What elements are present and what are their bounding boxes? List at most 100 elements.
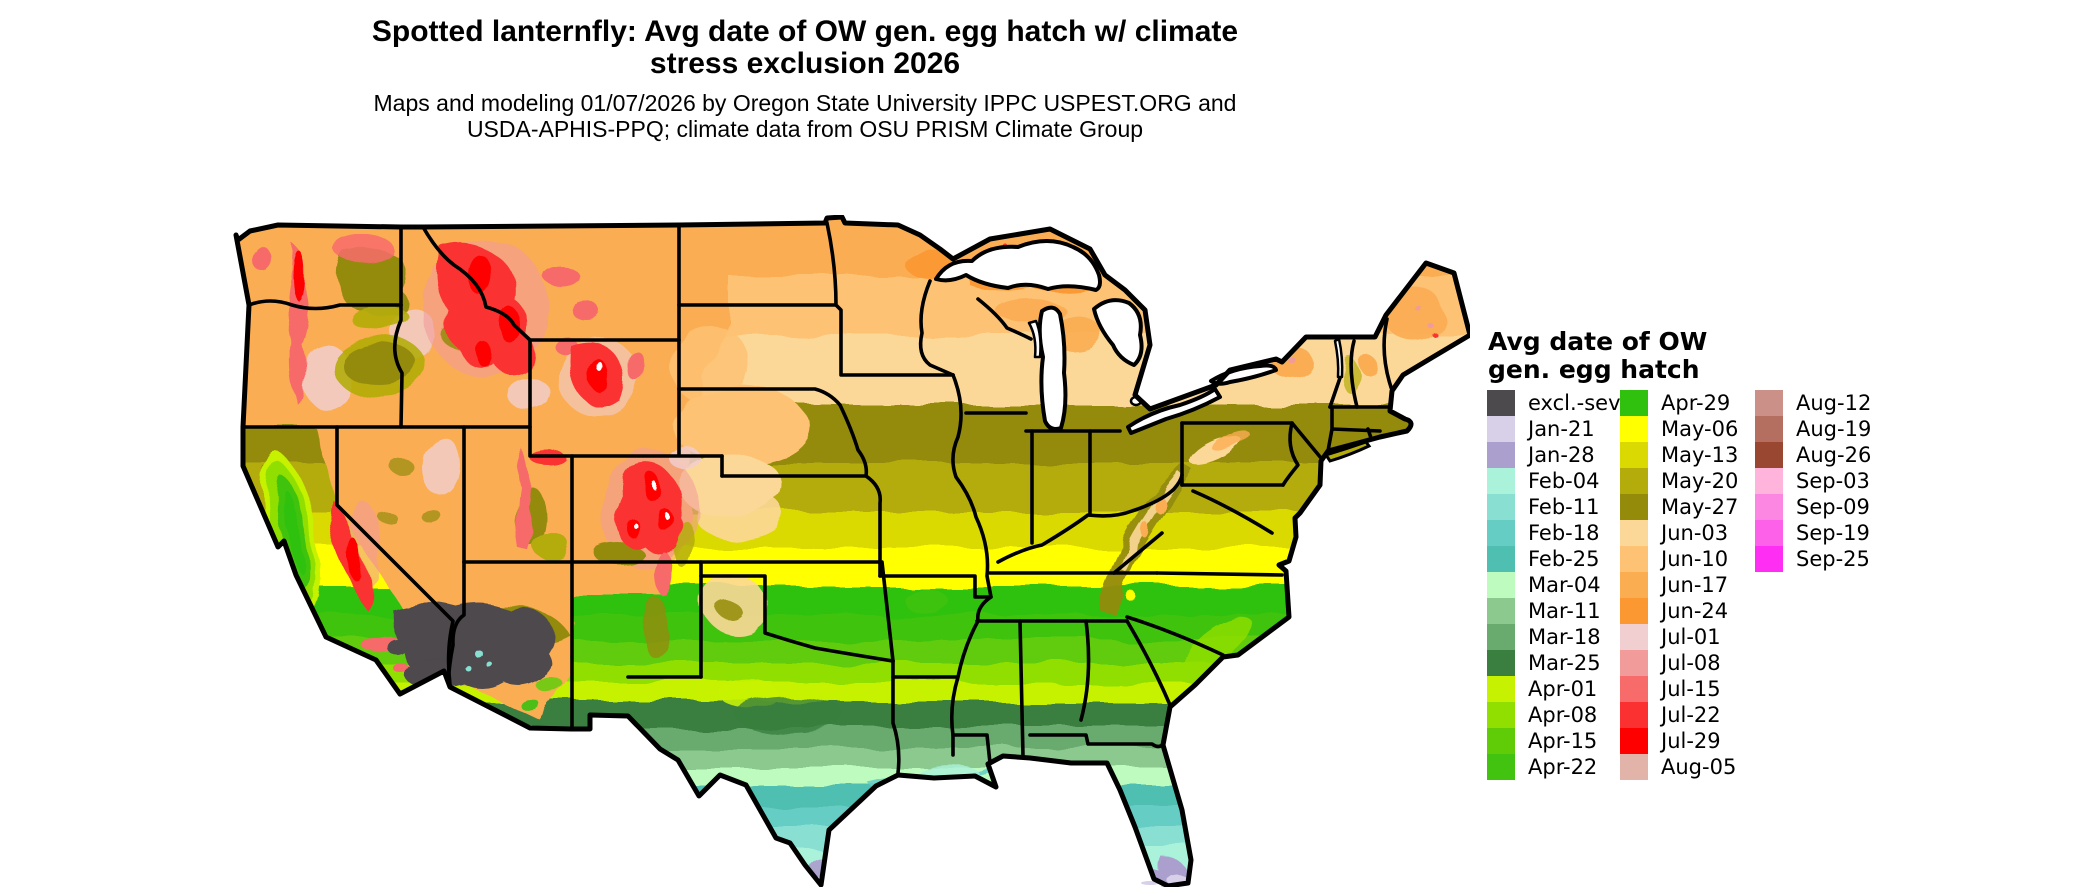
subtitle-line-1: Maps and modeling 01/07/2026 by Oregon S… xyxy=(373,90,1237,116)
legend-row: Sep-09 xyxy=(1755,494,1871,520)
legend-label: Feb-11 xyxy=(1528,495,1600,519)
legend-row: Mar-18 xyxy=(1487,624,1626,650)
legend-label: Apr-29 xyxy=(1661,391,1731,415)
legend-row: Aug-26 xyxy=(1755,442,1871,468)
legend-label: Jul-01 xyxy=(1661,625,1721,649)
legend-label: Aug-05 xyxy=(1661,755,1737,779)
legend-row: May-06 xyxy=(1620,416,1738,442)
legend-swatch xyxy=(1755,494,1783,520)
legend-label: Apr-15 xyxy=(1528,729,1598,753)
legend-column-2: Apr-29 May-06 May-13 May-20 May-27 Jun-03 Jun-… xyxy=(1620,390,1738,780)
legend-swatch xyxy=(1487,494,1515,520)
legend-row: Apr-22 xyxy=(1487,754,1626,780)
map-fill-layers xyxy=(236,217,1470,886)
legend-swatch xyxy=(1487,520,1515,546)
legend-row: excl.-sev. xyxy=(1487,390,1626,416)
legend-row: Apr-29 xyxy=(1620,390,1738,416)
title-line-2: stress exclusion 2026 xyxy=(649,47,961,80)
legend-label: Feb-18 xyxy=(1528,521,1600,545)
legend-label: Aug-12 xyxy=(1796,391,1872,415)
legend-label: Mar-25 xyxy=(1528,651,1601,675)
legend-row: Jan-28 xyxy=(1487,442,1626,468)
legend-row: Jun-17 xyxy=(1620,572,1738,598)
lake-champlain xyxy=(1333,337,1344,379)
legend-row: Jul-15 xyxy=(1620,676,1738,702)
legend-label: Jul-15 xyxy=(1661,677,1721,701)
legend-swatch xyxy=(1487,442,1515,468)
subtitle-line-2: USDA-APHIS-PPQ; climate data from OSU PR… xyxy=(466,116,1144,142)
state-borders xyxy=(241,221,1395,775)
legend-label: Aug-19 xyxy=(1796,417,1872,441)
legend-swatch xyxy=(1620,650,1648,676)
legend-swatch xyxy=(1620,416,1648,442)
legend-row: Mar-11 xyxy=(1487,598,1626,624)
great-lakes xyxy=(934,239,1344,435)
legend-label: Jul-22 xyxy=(1661,703,1721,727)
legend-title-line-1: Avg date of OW xyxy=(1488,327,1708,356)
legend-label: Apr-22 xyxy=(1528,755,1598,779)
legend-label: Apr-01 xyxy=(1528,677,1598,701)
us-hatch-date-map xyxy=(230,215,1470,887)
page-title: Spotted lanternfly: Avg date of OW gen. … xyxy=(230,16,1380,80)
legend-swatch xyxy=(1620,572,1648,598)
legend-swatch xyxy=(1487,546,1515,572)
legend-row: May-13 xyxy=(1620,442,1738,468)
legend-row: Jul-01 xyxy=(1620,624,1738,650)
legend-row: Mar-25 xyxy=(1487,650,1626,676)
legend-label: May-27 xyxy=(1661,495,1739,519)
legend-column-3: Aug-12 Aug-19 Aug-26 Sep-03 Sep-09 Sep-19 Sep-… xyxy=(1755,390,1871,572)
legend-label: Sep-25 xyxy=(1796,547,1870,571)
legend-row: Aug-12 xyxy=(1755,390,1871,416)
legend-title: Avg date of OW gen. egg hatch xyxy=(1488,328,1707,384)
legend-swatch xyxy=(1487,754,1515,780)
legend-swatch xyxy=(1487,598,1515,624)
legend-label: Mar-11 xyxy=(1528,599,1601,623)
legend-row: Jun-03 xyxy=(1620,520,1738,546)
legend-row: Sep-25 xyxy=(1755,546,1871,572)
legend-swatch xyxy=(1620,442,1648,468)
legend-row: Mar-04 xyxy=(1487,572,1626,598)
legend-label: Feb-25 xyxy=(1528,547,1600,571)
page-subtitle: Maps and modeling 01/07/2026 by Oregon S… xyxy=(230,90,1380,142)
legend-row: Feb-18 xyxy=(1487,520,1626,546)
legend-row: Jun-24 xyxy=(1620,598,1738,624)
title-line-1: Spotted lanternfly: Avg date of OW gen. … xyxy=(371,15,1239,48)
legend-swatch xyxy=(1620,468,1648,494)
us-map-svg xyxy=(233,215,1470,887)
legend-swatch xyxy=(1487,676,1515,702)
legend-label: Jul-08 xyxy=(1661,651,1721,675)
legend-row: Feb-04 xyxy=(1487,468,1626,494)
legend-label: May-20 xyxy=(1661,469,1739,493)
legend-row: Jun-10 xyxy=(1620,546,1738,572)
legend-label: Apr-08 xyxy=(1528,703,1598,727)
legend-label: Sep-09 xyxy=(1796,495,1870,519)
legend-swatch xyxy=(1620,728,1648,754)
legend-label: Mar-18 xyxy=(1528,625,1601,649)
legend-row: Jul-29 xyxy=(1620,728,1738,754)
legend-row: Feb-11 xyxy=(1487,494,1626,520)
legend-swatch xyxy=(1620,520,1648,546)
legend-swatch xyxy=(1620,754,1648,780)
legend-swatch xyxy=(1755,468,1783,494)
legend-label: Jun-10 xyxy=(1661,547,1729,571)
legend-label: Sep-19 xyxy=(1796,521,1870,545)
legend-swatch xyxy=(1620,598,1648,624)
legend-row: Jul-22 xyxy=(1620,702,1738,728)
legend-label: Jan-21 xyxy=(1528,417,1595,441)
legend-row: Aug-19 xyxy=(1755,416,1871,442)
legend-swatch xyxy=(1487,390,1515,416)
legend-swatch xyxy=(1487,468,1515,494)
legend-label: Sep-03 xyxy=(1796,469,1870,493)
lake-huron xyxy=(1092,298,1144,367)
legend-swatch xyxy=(1755,546,1783,572)
legend-swatch xyxy=(1487,572,1515,598)
legend-swatch xyxy=(1620,702,1648,728)
legend-row: Aug-05 xyxy=(1620,754,1738,780)
legend-swatch xyxy=(1620,624,1648,650)
legend-label: Jul-29 xyxy=(1661,729,1721,753)
legend-row: Apr-01 xyxy=(1487,676,1626,702)
legend-column-1: excl.-sev. Jan-21 Jan-28 Feb-04 Feb-11 Feb-18… xyxy=(1487,390,1626,780)
legend-swatch xyxy=(1487,728,1515,754)
legend-row: Jan-21 xyxy=(1487,416,1626,442)
